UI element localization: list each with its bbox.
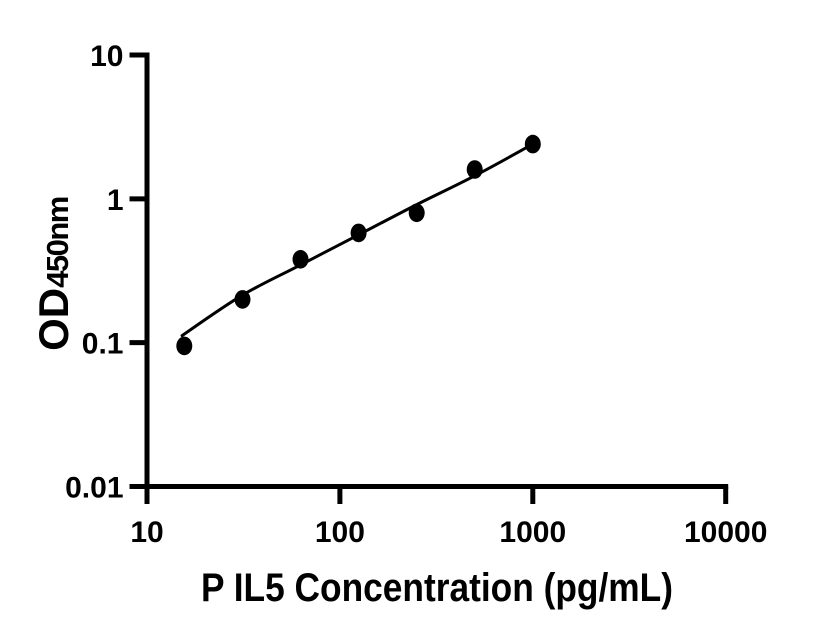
y-tick-label: 1 bbox=[107, 184, 124, 217]
x-tick-label: 1000 bbox=[499, 516, 566, 549]
axis-spines bbox=[144, 52, 729, 489]
data-point-marker bbox=[408, 203, 425, 223]
data-point-marker bbox=[466, 160, 483, 179]
y-tick-label: 0.1 bbox=[82, 328, 124, 361]
y-axis-title-main: OD bbox=[30, 288, 77, 351]
y-axis-title-subscript: 450nm bbox=[40, 197, 75, 288]
x-tick-label: 100 bbox=[315, 516, 365, 549]
x-tick-label: 10 bbox=[130, 516, 163, 549]
x-axis-tick-labels: 10 100 1000 10000 bbox=[130, 516, 767, 549]
data-point-marker bbox=[524, 134, 541, 154]
data-point-marker bbox=[234, 290, 251, 309]
x-axis-title: P IL5 Concentration (pg/mL) bbox=[201, 566, 673, 610]
data-points bbox=[176, 134, 541, 356]
y-axis-title: OD450nm bbox=[30, 197, 77, 351]
x-tick-label: 10000 bbox=[684, 516, 767, 549]
x-axis-ticks bbox=[144, 486, 729, 504]
data-point-marker bbox=[176, 336, 193, 356]
y-axis-tick-labels: 10 1 0.1 0.01 bbox=[65, 40, 123, 505]
y-tick-label: 0.01 bbox=[65, 472, 123, 505]
data-point-marker bbox=[350, 223, 367, 243]
data-point-marker bbox=[292, 249, 309, 269]
y-axis-ticks bbox=[129, 52, 147, 489]
y-tick-label: 10 bbox=[90, 40, 123, 73]
